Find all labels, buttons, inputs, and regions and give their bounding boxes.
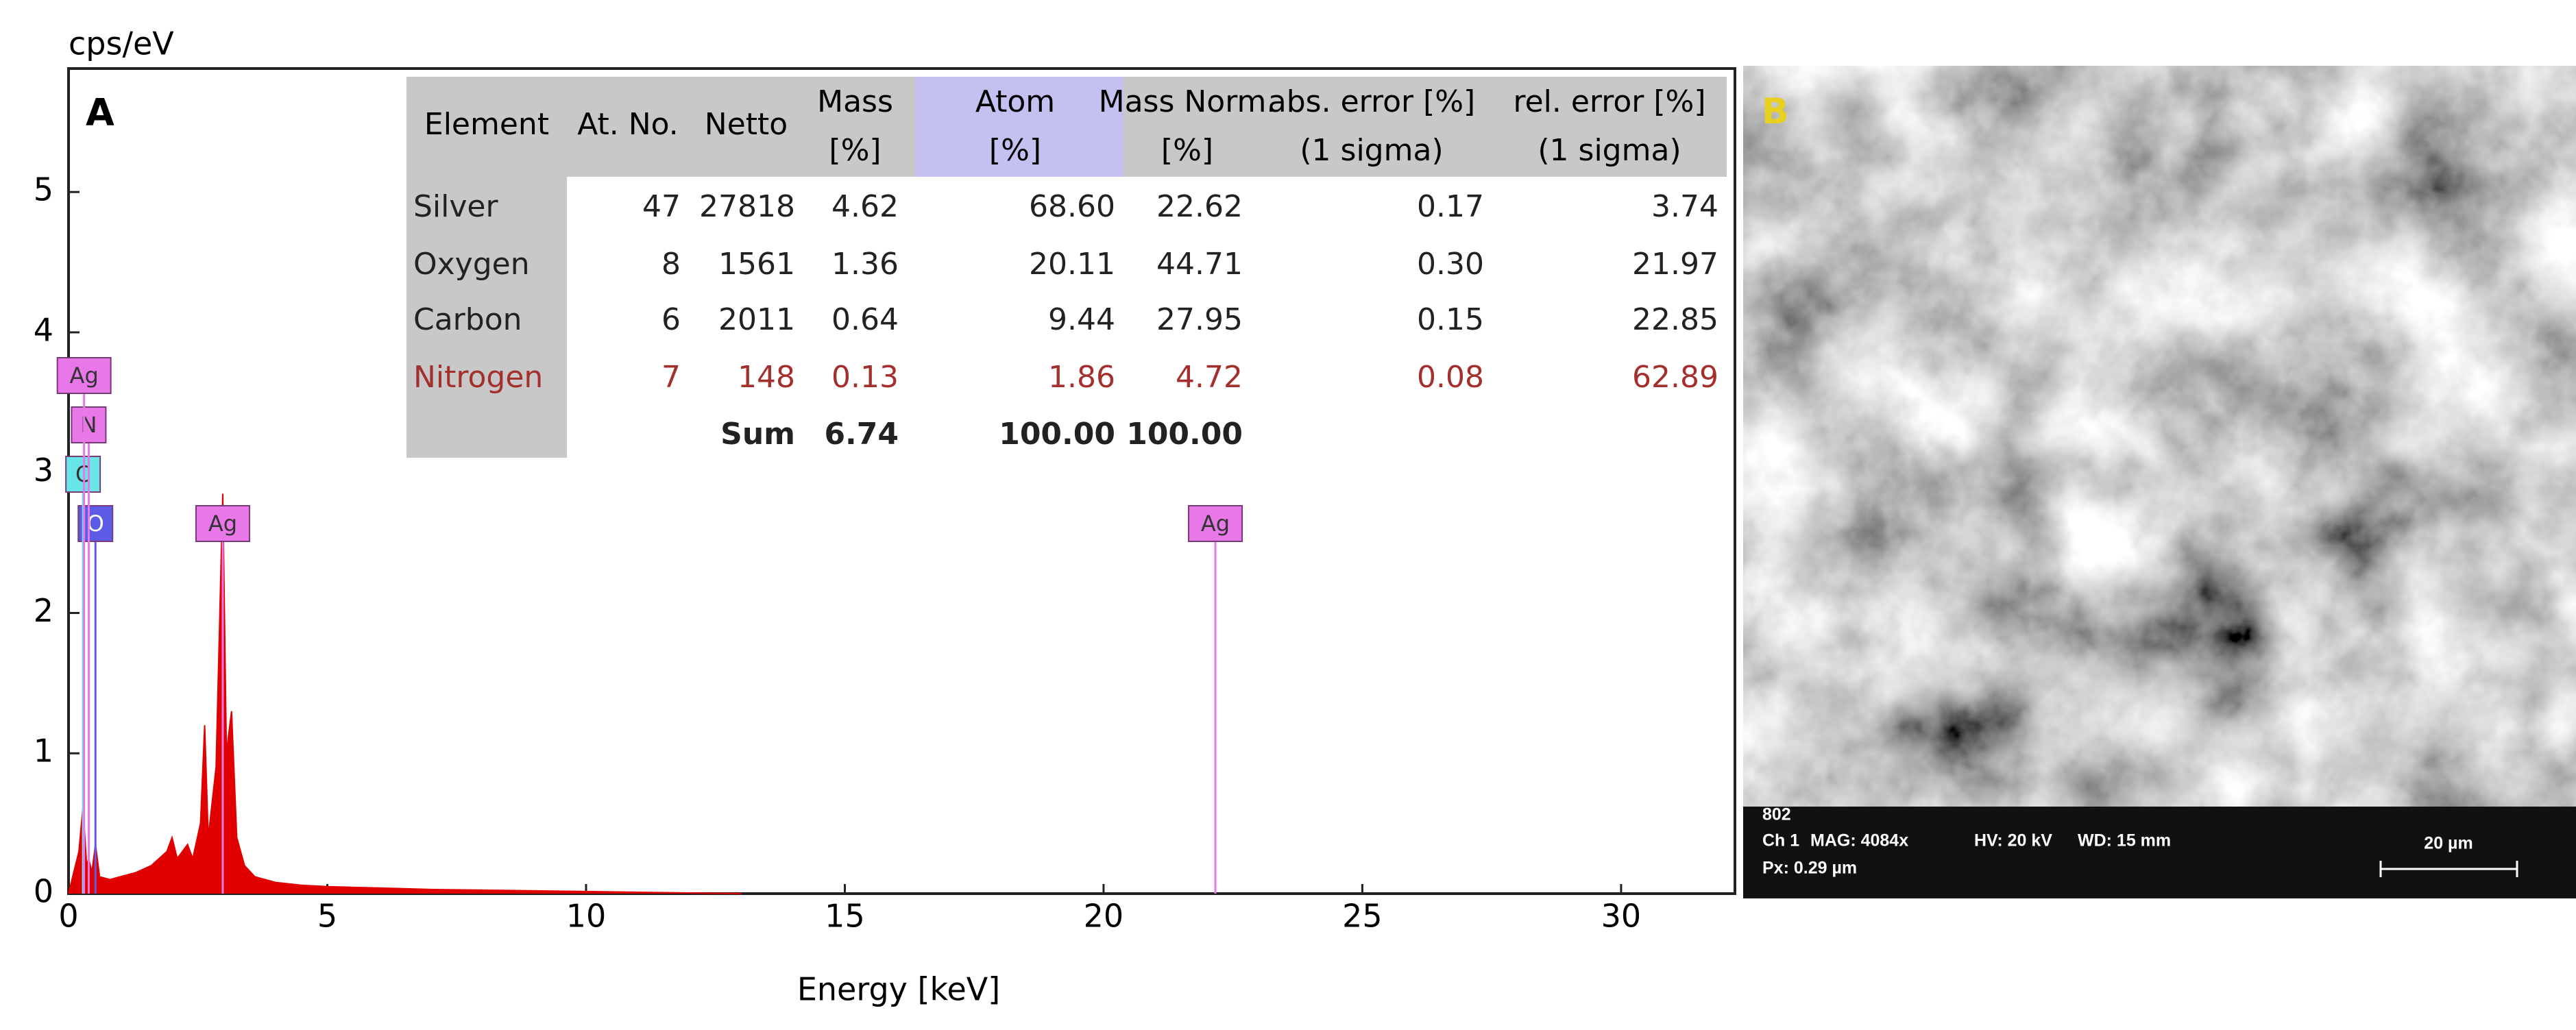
table-cell: 44.71 [1156,247,1243,282]
table-cell: 6.74 [824,417,899,452]
table-cell: 9.44 [1048,302,1115,337]
table-header: Element [424,107,549,142]
marker-box [65,456,101,493]
marker-label: N [80,412,97,438]
sem-hv: HV: 20 kV [1974,831,2052,850]
x-tick-label: 0 [58,898,78,935]
marker-label: C [75,461,90,487]
table-cell: 0.08 [1417,360,1484,395]
sem-mag: MAG: 4084x [1810,831,1908,850]
table-cell: 22.62 [1156,189,1243,224]
y-tick-label: 1 [34,733,53,770]
table-cell: Nitrogen [413,360,543,395]
table-header: Atom [975,84,1055,119]
table-cell: 148 [738,360,795,395]
table-cell: 68.60 [1029,189,1115,224]
marker-label: Ag [70,363,99,389]
y-axis-label: cps/eV [69,25,174,62]
table-cell: 3.74 [1651,189,1718,224]
x-tick-label: 30 [1601,898,1642,935]
table-element-col-bg [406,77,567,458]
table-cell: 1.86 [1048,360,1115,395]
table-cell: 22.85 [1632,302,1718,337]
sem-px: Px: 0.29 µm [1762,859,1857,878]
table-cell: 62.89 [1632,360,1718,395]
table-cell: 0.13 [831,360,899,395]
scale-bar [2379,861,2518,877]
table-cell: 2011 [718,302,795,337]
table-cell: Sum [720,417,795,452]
table-cell: 47 [642,189,681,224]
sem-texture [1743,66,2576,807]
x-tick-label: 20 [1084,898,1124,935]
table-header: At. No. [577,107,679,142]
table-cell: 1561 [718,247,795,282]
table-header: [%] [989,133,1041,168]
sem-info-strip [1743,807,2576,898]
table-header: abs. error [%] [1268,84,1475,119]
panel-label: A [86,91,114,134]
table-header: [%] [1161,133,1213,168]
marker-label: Ag [1201,511,1230,537]
table-cell: 21.97 [1632,247,1718,282]
table-cell: 8 [661,247,681,282]
table-header: rel. error [%] [1513,84,1705,119]
x-tick-label: 5 [317,898,337,935]
spectrum [68,493,742,894]
table-cell: 7 [661,360,681,395]
sem-channel: Ch 1 [1762,831,1799,850]
table-header: Mass Norm. [1099,84,1276,119]
marker-label: Ag [208,511,237,537]
table-cell: 0.15 [1417,302,1484,337]
table-cell: 6 [661,302,681,337]
y-tick-label: 3 [34,452,53,489]
marker-box [195,505,250,542]
table-cell: 0.17 [1417,189,1484,224]
plot-frame [67,67,1736,895]
y-tick-label: 0 [34,873,53,910]
panel-label: B [1762,91,1789,132]
table-cell: Silver [413,189,498,224]
table-cell: 1.36 [831,247,899,282]
sem-id: 802 [1762,805,1791,824]
table-cell: 20.11 [1029,247,1115,282]
scale-bar-label: 20 µm [2424,834,2472,853]
table-header: (1 sigma) [1300,133,1443,168]
y-tick-label: 5 [34,171,53,208]
x-tick-label: 15 [825,898,865,935]
table-cell: Oxygen [413,247,530,282]
table-cell: 100.00 [1126,417,1243,452]
table: Element At. No. Netto Mass [%] Atom [%] Mass No… [413,84,1718,452]
table-header: [%] [829,133,881,168]
marker-box [56,357,112,394]
table-cell: 4.72 [1176,360,1243,395]
table-cell: 27818 [699,189,795,224]
table-header: (1 sigma) [1538,133,1681,168]
y-tick-label: 4 [34,311,53,348]
sem-wd: WD: 15 mm [2078,831,2171,850]
marker-box [1188,505,1243,542]
table-cell: 100.00 [999,417,1115,452]
x-axis-label: Energy [keV] [797,971,1000,1008]
table-cell: 27.95 [1156,302,1243,337]
table-header-highlight [915,77,1123,177]
table-cell: 4.62 [831,189,899,224]
y-tick-label: 2 [34,592,53,629]
table-cell: 0.30 [1417,247,1484,282]
table-cell: 0.64 [831,302,899,337]
table-header: Netto [705,107,788,142]
x-tick-label: 10 [566,898,607,935]
x-tick-label: 25 [1342,898,1383,935]
marker-box [71,406,107,443]
table-header: Mass [817,84,893,119]
table-cell: Carbon [413,302,522,337]
